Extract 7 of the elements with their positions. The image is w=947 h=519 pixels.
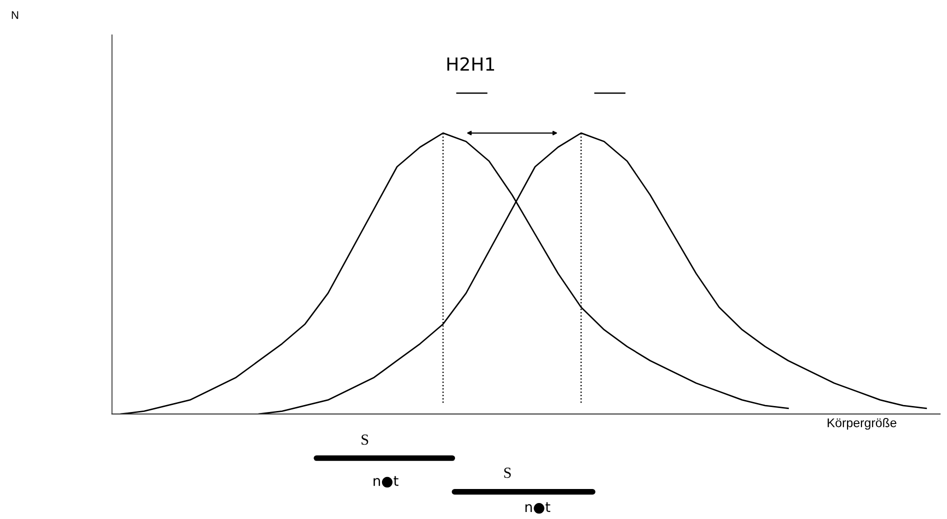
text: n●t	[374, 476, 398, 488]
text: S	[362, 434, 368, 445]
text: S	[504, 468, 511, 478]
text: n●t	[525, 502, 550, 514]
text: H2H1	[447, 57, 494, 71]
x-axis-title: Körpergröße	[828, 418, 896, 430]
text: N	[12, 11, 18, 19]
